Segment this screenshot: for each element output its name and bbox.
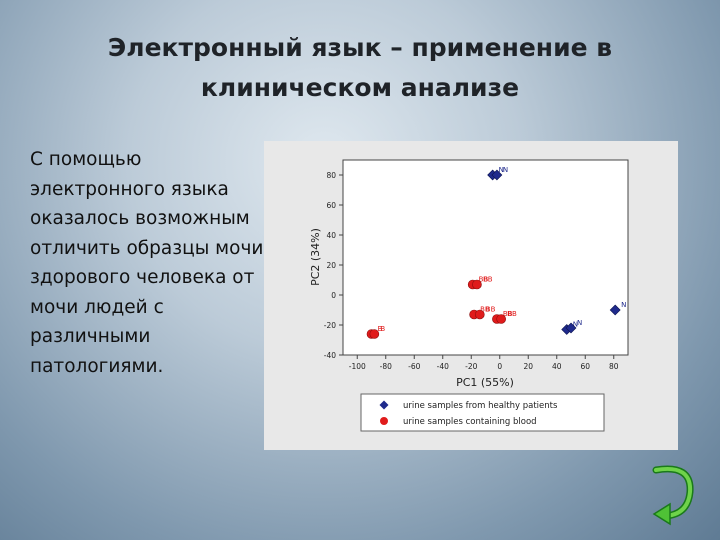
- plot-area: [342, 159, 629, 356]
- point-label-blood: BB: [486, 306, 496, 314]
- axis-ticks: -100 -80 -60 -40 -20 0 20 40 60 80 -40 -20 0 20 40 60 80: [324, 171, 619, 371]
- data-point-healthy: [609, 304, 621, 316]
- y-axis-label: PC2 (34%): [309, 228, 322, 286]
- legend-marker-blood: [380, 417, 388, 425]
- x-tick-label: 60: [580, 362, 590, 371]
- x-tick-label: -100: [349, 362, 366, 371]
- point-label-healthy: N: [499, 166, 504, 174]
- x-tick-label: 20: [523, 362, 533, 371]
- point-label-healthy: N: [503, 166, 508, 174]
- legend-marker-healthy: [379, 400, 389, 410]
- x-tick-label: -80: [380, 362, 392, 371]
- y-tick-label: -20: [324, 321, 336, 330]
- x-tick-label: -40: [437, 362, 449, 371]
- point-label-blood: BB: [479, 276, 489, 284]
- data-point-blood: [475, 309, 485, 320]
- next-slide-arrow-icon[interactable]: [650, 462, 696, 526]
- x-tick-label: -20: [465, 362, 477, 371]
- legend: urine samples from healthy patients urin…: [360, 393, 605, 432]
- pca-scatter-plot: -100 -80 -60 -40 -20 0 20 40 60 80 -40 -20 0 20 40 60 80…: [309, 159, 629, 432]
- data-point-blood: [369, 329, 380, 339]
- slide-title-line-1: Электронный язык – применение в: [107, 33, 613, 62]
- point-label-blood: B: [378, 325, 383, 333]
- legend-label-blood: urine samples containing blood: [403, 417, 537, 427]
- data-point-healthy: [565, 322, 577, 334]
- x-axis-label: PC1 (55%): [456, 376, 514, 389]
- y-tick-label: 40: [326, 231, 336, 240]
- point-label-blood: B: [380, 325, 385, 333]
- y-tick-label: 20: [326, 261, 336, 270]
- y-tick-label: 0: [331, 291, 336, 300]
- y-tick-label: 60: [326, 201, 336, 210]
- x-tick-label: 40: [552, 362, 562, 371]
- legend-label-healthy: urine samples from healthy patients: [403, 401, 558, 411]
- point-label-healthy: N: [577, 319, 582, 327]
- x-tick-label: 80: [609, 362, 619, 371]
- slide-title-line-2: клиническом анализе: [200, 73, 520, 102]
- point-label-healthy: N: [621, 301, 626, 309]
- y-tick-label: 80: [326, 171, 336, 180]
- data-point-blood: [472, 279, 482, 290]
- point-label-blood: BB: [503, 310, 513, 318]
- x-tick-label: 0: [497, 362, 502, 371]
- point-label-blood: BB: [480, 306, 490, 314]
- point-label-healthy: N: [573, 321, 578, 329]
- data-point-healthy: [491, 169, 503, 181]
- point-label-blood: BB: [507, 310, 517, 318]
- y-tick-label: -40: [324, 351, 336, 360]
- pca-chart: -100 -80 -60 -40 -20 0 20 40 60 80 -40 -20 0 20 40 60 80…: [264, 141, 678, 450]
- data-point-blood: [496, 314, 506, 324]
- slide-body-text: С помощью электронного языка оказалось в…: [30, 149, 264, 377]
- legend-box: [360, 393, 605, 432]
- point-label-blood: BB: [483, 276, 493, 284]
- slide-title: Электронный язык – применение в клиничес…: [60, 28, 660, 108]
- x-tick-label: -60: [408, 362, 420, 371]
